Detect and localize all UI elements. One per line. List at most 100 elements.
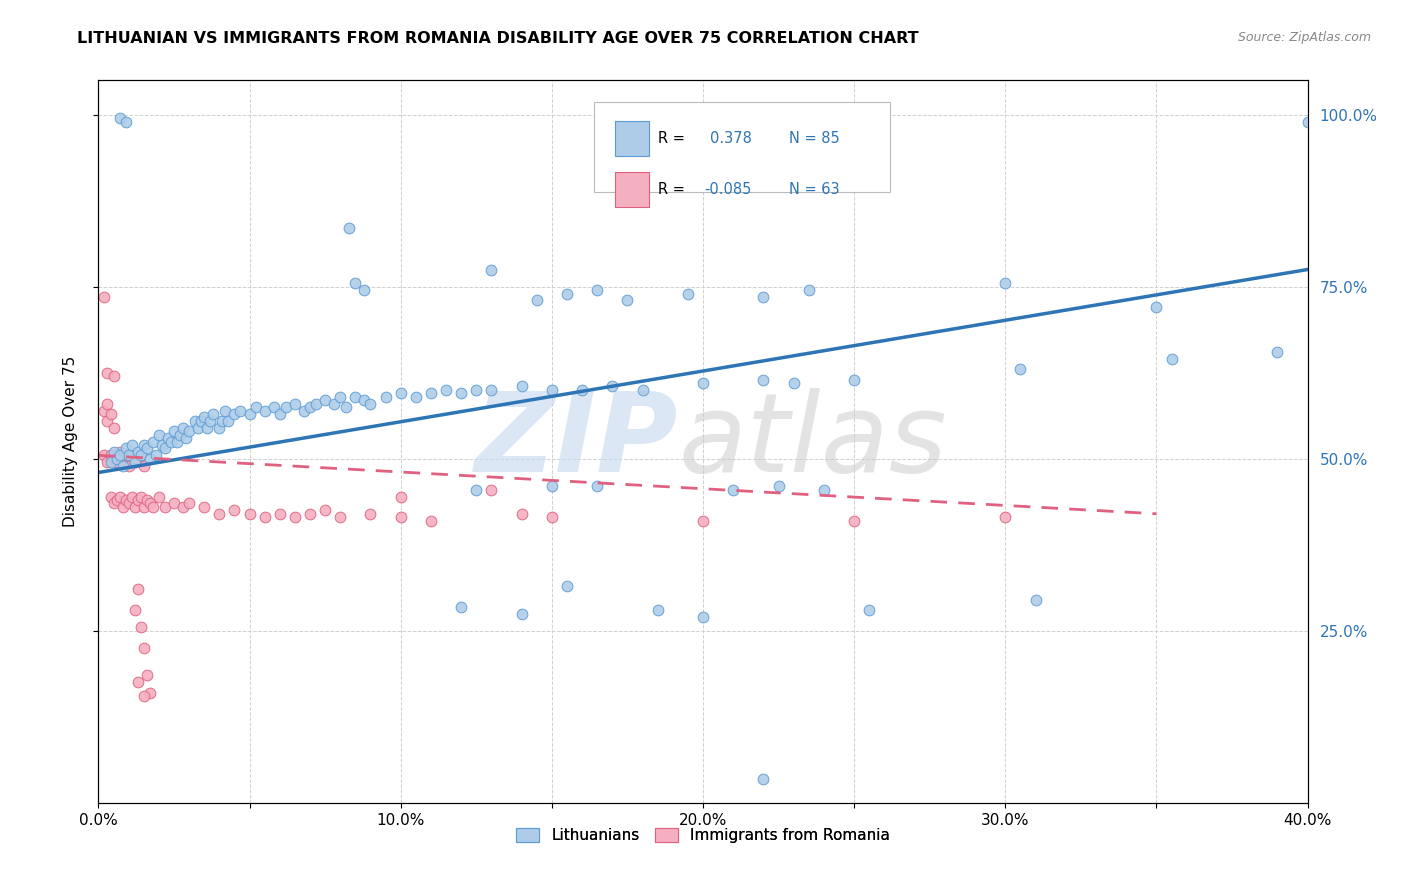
Point bbox=[124, 603, 146, 617]
Point bbox=[118, 496, 141, 510]
Y-axis label: Disability Age Over 75: Disability Age Over 75 bbox=[63, 356, 77, 527]
Point bbox=[360, 507, 382, 521]
Point bbox=[108, 445, 131, 459]
Point bbox=[132, 500, 155, 514]
Point bbox=[96, 366, 118, 380]
Point bbox=[96, 414, 118, 428]
Point bbox=[103, 445, 125, 459]
Point bbox=[481, 383, 503, 397]
Text: 0.378: 0.378 bbox=[710, 131, 752, 146]
Text: -0.085: -0.085 bbox=[704, 182, 752, 197]
Point bbox=[93, 448, 115, 462]
Point bbox=[844, 514, 866, 528]
Point bbox=[1160, 351, 1182, 366]
Point bbox=[274, 400, 297, 414]
Point bbox=[692, 610, 714, 624]
Point bbox=[239, 507, 262, 521]
Point bbox=[169, 427, 191, 442]
Point bbox=[844, 373, 866, 387]
Legend: Lithuanians, Immigrants from Romania: Lithuanians, Immigrants from Romania bbox=[510, 822, 896, 849]
Point bbox=[211, 414, 233, 428]
Point bbox=[200, 414, 222, 428]
Point bbox=[132, 438, 155, 452]
Point bbox=[103, 369, 125, 384]
Point bbox=[153, 442, 176, 456]
Point bbox=[118, 448, 141, 462]
Point bbox=[105, 455, 128, 469]
Point bbox=[184, 414, 207, 428]
Point bbox=[555, 579, 578, 593]
Point bbox=[93, 403, 115, 417]
Point bbox=[540, 383, 562, 397]
Point bbox=[374, 390, 396, 404]
Point bbox=[481, 262, 503, 277]
Point bbox=[142, 500, 165, 514]
FancyBboxPatch shape bbox=[595, 102, 890, 193]
Point bbox=[540, 479, 562, 493]
Point bbox=[129, 448, 152, 462]
Point bbox=[111, 500, 134, 514]
Point bbox=[111, 458, 134, 473]
Point bbox=[156, 431, 179, 445]
Point bbox=[224, 503, 246, 517]
Point bbox=[114, 442, 136, 456]
Point bbox=[105, 493, 128, 508]
Point bbox=[353, 393, 375, 408]
Point bbox=[420, 514, 443, 528]
Point bbox=[1010, 362, 1032, 376]
Point bbox=[124, 500, 146, 514]
Point bbox=[299, 507, 322, 521]
Point bbox=[337, 221, 360, 235]
Point bbox=[229, 403, 252, 417]
Point bbox=[571, 383, 593, 397]
Point bbox=[163, 496, 186, 510]
Point bbox=[153, 500, 176, 514]
Point bbox=[797, 283, 820, 297]
Point bbox=[114, 114, 136, 128]
Point bbox=[114, 448, 136, 462]
Point bbox=[214, 403, 236, 417]
Point bbox=[100, 490, 122, 504]
Point bbox=[858, 603, 880, 617]
Point bbox=[299, 400, 322, 414]
Bar bbox=[614, 121, 648, 156]
Point bbox=[100, 455, 122, 469]
Point bbox=[994, 510, 1017, 524]
Point bbox=[195, 421, 218, 435]
Point bbox=[314, 393, 336, 408]
Point bbox=[465, 483, 488, 497]
Point bbox=[253, 403, 276, 417]
Point bbox=[96, 397, 118, 411]
Point bbox=[129, 448, 152, 462]
Point bbox=[139, 451, 162, 466]
Point bbox=[314, 503, 336, 517]
Point bbox=[335, 400, 357, 414]
Point bbox=[344, 277, 367, 291]
Point bbox=[127, 493, 149, 508]
Point bbox=[179, 496, 201, 510]
Point bbox=[360, 397, 382, 411]
Point bbox=[187, 421, 209, 435]
Point bbox=[163, 424, 186, 438]
Point bbox=[263, 400, 285, 414]
Point bbox=[344, 390, 367, 404]
Point bbox=[540, 510, 562, 524]
Point bbox=[190, 414, 212, 428]
Point bbox=[323, 397, 346, 411]
Point bbox=[450, 599, 472, 614]
Point bbox=[253, 510, 276, 524]
Point bbox=[405, 390, 427, 404]
Point bbox=[121, 448, 143, 462]
Point bbox=[105, 451, 128, 466]
Point bbox=[108, 111, 131, 125]
Point bbox=[127, 445, 149, 459]
Point bbox=[631, 383, 654, 397]
Point bbox=[647, 603, 669, 617]
Point bbox=[813, 483, 835, 497]
Point bbox=[768, 479, 790, 493]
Point bbox=[305, 397, 328, 411]
Point bbox=[121, 490, 143, 504]
Point bbox=[723, 483, 745, 497]
Point bbox=[124, 455, 146, 469]
Point bbox=[132, 640, 155, 655]
